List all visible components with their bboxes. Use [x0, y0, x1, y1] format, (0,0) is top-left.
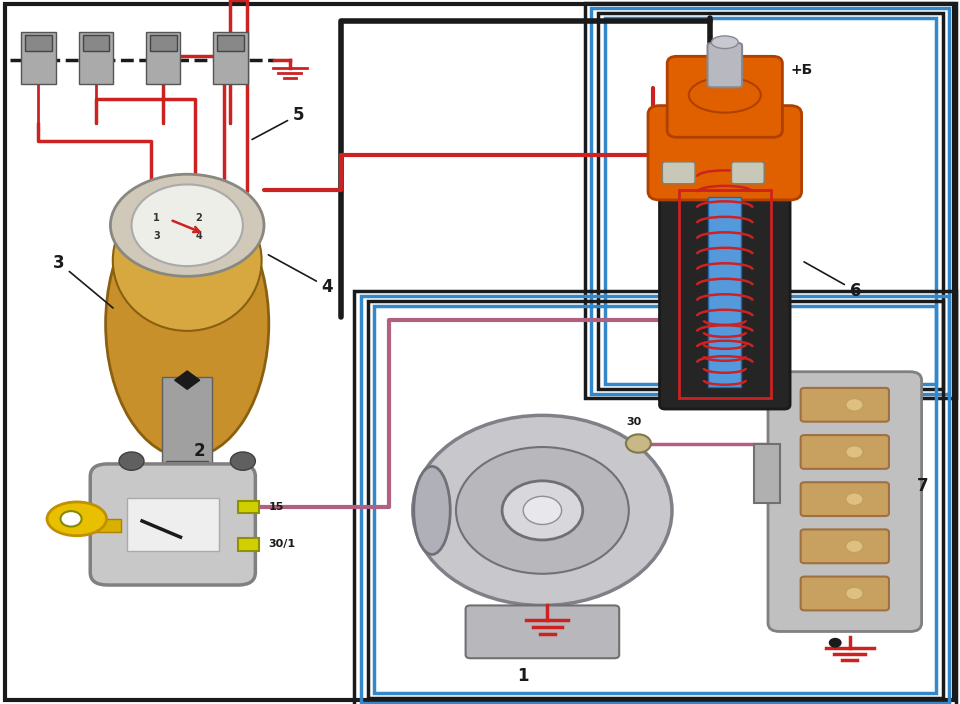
Ellipse shape [47, 502, 107, 536]
Ellipse shape [448, 546, 493, 579]
Bar [591, 8, 949, 394]
Bar [374, 306, 936, 693]
Bar [374, 306, 936, 693]
Circle shape [523, 496, 562, 524]
Circle shape [230, 452, 255, 470]
Ellipse shape [110, 174, 264, 276]
Bar [21, 32, 56, 84]
Bar [79, 32, 113, 84]
Circle shape [119, 452, 144, 470]
Circle shape [456, 447, 629, 574]
Bar [585, 3, 956, 398]
Text: 15: 15 [269, 502, 284, 512]
FancyBboxPatch shape [768, 372, 922, 631]
Ellipse shape [106, 190, 269, 458]
Circle shape [626, 434, 651, 453]
Bar [83, 35, 109, 51]
Circle shape [60, 511, 82, 527]
Ellipse shape [591, 546, 636, 579]
Bar [150, 35, 177, 51]
Ellipse shape [529, 415, 556, 458]
Ellipse shape [413, 501, 470, 520]
Circle shape [846, 587, 863, 600]
Bar [25, 35, 52, 51]
FancyBboxPatch shape [801, 529, 889, 563]
Ellipse shape [113, 190, 261, 331]
Bar [238, 538, 259, 551]
FancyBboxPatch shape [801, 482, 889, 516]
Circle shape [502, 481, 583, 540]
FancyBboxPatch shape [732, 162, 764, 184]
Text: 2: 2 [194, 441, 205, 460]
Bar [708, 197, 741, 387]
FancyBboxPatch shape [708, 43, 742, 87]
Text: 5: 5 [252, 106, 304, 139]
Ellipse shape [414, 466, 450, 555]
FancyBboxPatch shape [801, 388, 889, 422]
Circle shape [846, 540, 863, 553]
Text: 1: 1 [153, 213, 160, 223]
Bar [368, 301, 943, 698]
Circle shape [829, 639, 841, 647]
Bar [213, 32, 248, 84]
Bar [162, 377, 212, 468]
Ellipse shape [448, 441, 493, 474]
Text: 7: 7 [917, 477, 928, 495]
Ellipse shape [688, 77, 760, 113]
Ellipse shape [591, 441, 636, 474]
FancyBboxPatch shape [667, 56, 782, 137]
Text: 1: 1 [517, 667, 529, 685]
Circle shape [846, 493, 863, 505]
Circle shape [132, 184, 243, 266]
Circle shape [413, 415, 672, 605]
Bar [598, 13, 943, 389]
Text: 4: 4 [269, 255, 333, 296]
FancyBboxPatch shape [90, 464, 255, 585]
Bar [605, 18, 936, 384]
Ellipse shape [529, 563, 556, 605]
Circle shape [846, 446, 863, 458]
Circle shape [846, 398, 863, 411]
Bar [94, 519, 121, 532]
FancyBboxPatch shape [801, 577, 889, 610]
Bar [238, 501, 259, 513]
Text: 3: 3 [53, 253, 113, 308]
FancyBboxPatch shape [662, 162, 695, 184]
Bar [166, 461, 208, 556]
FancyBboxPatch shape [801, 435, 889, 469]
Bar [127, 498, 219, 551]
Text: +Б: +Б [790, 63, 812, 77]
Text: 30: 30 [626, 417, 641, 427]
Text: 4: 4 [195, 231, 203, 241]
Text: 6: 6 [804, 262, 861, 300]
Bar [354, 291, 956, 704]
Bar [361, 296, 949, 703]
FancyBboxPatch shape [660, 182, 790, 409]
Bar [679, 190, 771, 398]
Ellipse shape [614, 501, 672, 520]
FancyBboxPatch shape [466, 605, 619, 658]
Bar [605, 18, 936, 384]
Ellipse shape [711, 36, 738, 49]
Bar [217, 35, 244, 51]
Text: 3: 3 [153, 231, 160, 241]
Bar [146, 32, 180, 84]
Text: 30/1: 30/1 [269, 539, 296, 549]
Bar [754, 444, 780, 503]
Text: 2: 2 [195, 213, 203, 223]
FancyBboxPatch shape [648, 106, 802, 200]
Polygon shape [175, 371, 200, 389]
